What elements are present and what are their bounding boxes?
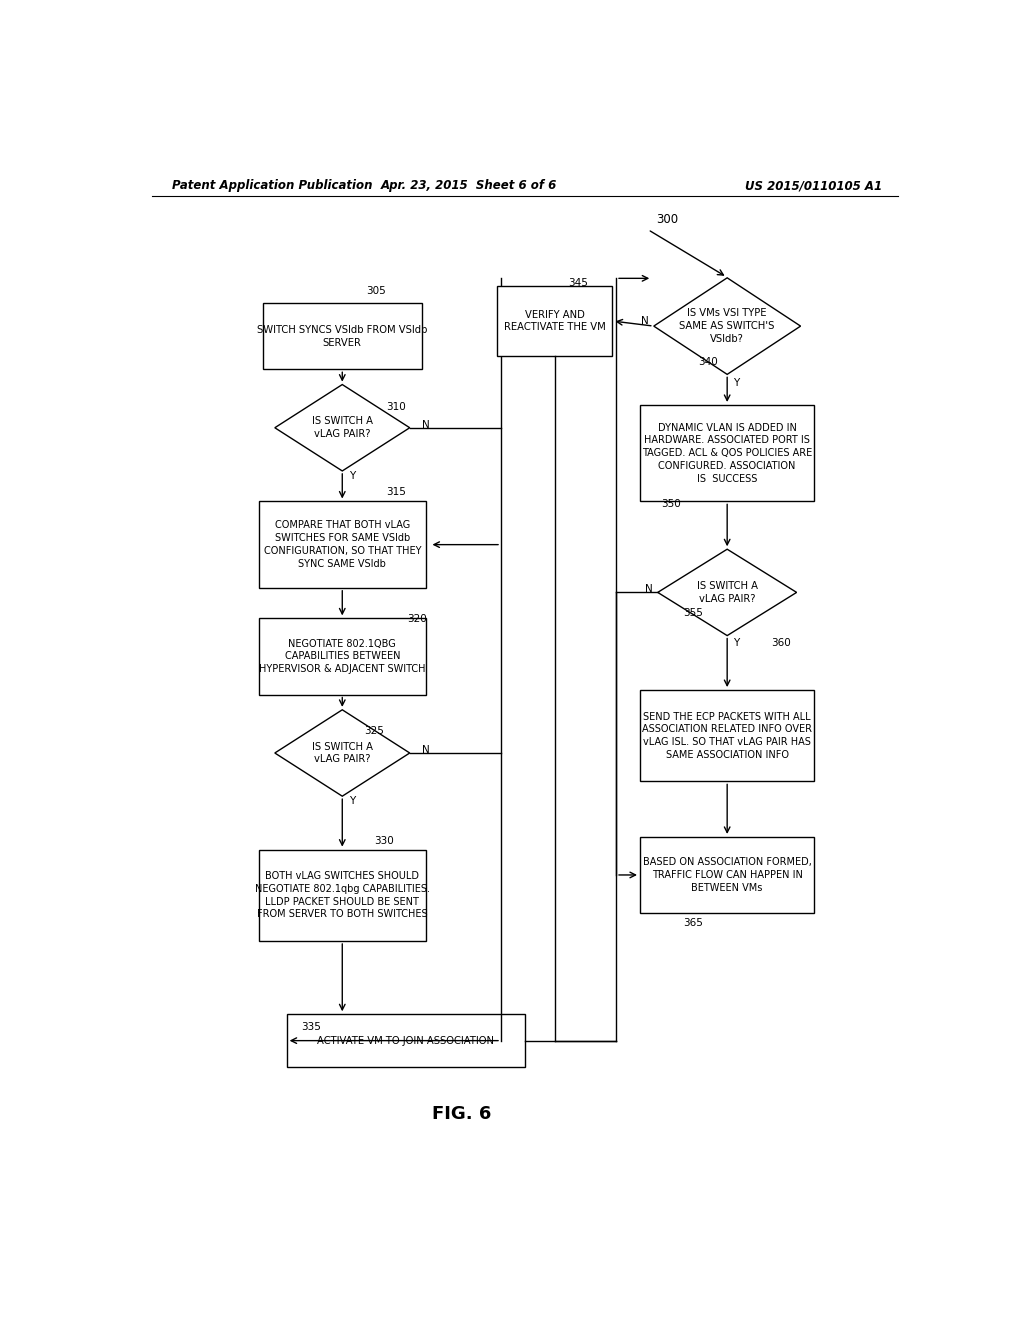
FancyBboxPatch shape: [498, 286, 612, 355]
Text: IS VMs VSI TYPE
SAME AS SWITCH'S
VSIdb?: IS VMs VSI TYPE SAME AS SWITCH'S VSIdb?: [680, 309, 775, 345]
Text: N: N: [641, 315, 649, 326]
Text: SWITCH SYNCS VSIdb FROM VSIdb
SERVER: SWITCH SYNCS VSIdb FROM VSIdb SERVER: [257, 325, 427, 347]
Text: Y: Y: [348, 796, 355, 805]
Text: IS SWITCH A
vLAG PAIR?: IS SWITCH A vLAG PAIR?: [696, 581, 758, 603]
Text: 365: 365: [684, 917, 703, 928]
Text: 345: 345: [568, 279, 589, 288]
Text: 340: 340: [697, 356, 718, 367]
Text: 300: 300: [655, 213, 678, 226]
Text: NEGOTIATE 802.1QBG
CAPABILITIES BETWEEN
HYPERVISOR & ADJACENT SWITCH: NEGOTIATE 802.1QBG CAPABILITIES BETWEEN …: [259, 639, 426, 675]
Text: 310: 310: [386, 403, 406, 412]
Text: 335: 335: [301, 1023, 321, 1032]
Text: 315: 315: [386, 487, 406, 496]
Text: Y: Y: [733, 639, 739, 648]
Text: N: N: [422, 420, 429, 430]
Text: Patent Application Publication: Patent Application Publication: [172, 180, 372, 193]
Text: IS SWITCH A
vLAG PAIR?: IS SWITCH A vLAG PAIR?: [311, 416, 373, 440]
Text: COMPARE THAT BOTH vLAG
SWITCHES FOR SAME VSIdb
CONFIGURATION, SO THAT THEY
SYNC : COMPARE THAT BOTH vLAG SWITCHES FOR SAME…: [263, 520, 421, 569]
FancyBboxPatch shape: [287, 1014, 524, 1067]
Polygon shape: [274, 384, 410, 471]
Text: IS SWITCH A
vLAG PAIR?: IS SWITCH A vLAG PAIR?: [311, 742, 373, 764]
Text: VERIFY AND
REACTIVATE THE VM: VERIFY AND REACTIVATE THE VM: [504, 310, 606, 333]
Text: 320: 320: [408, 614, 427, 624]
Text: 305: 305: [367, 285, 386, 296]
Text: N: N: [422, 744, 429, 755]
Text: ACTIVATE VM TO JOIN ASSOCIATION: ACTIVATE VM TO JOIN ASSOCIATION: [317, 1036, 495, 1045]
Text: Y: Y: [348, 470, 355, 480]
Text: 360: 360: [771, 639, 791, 648]
Text: BOTH vLAG SWITCHES SHOULD
NEGOTIATE 802.1qbg CAPABILITIES.
LLDP PACKET SHOULD BE: BOTH vLAG SWITCHES SHOULD NEGOTIATE 802.…: [255, 871, 430, 920]
Polygon shape: [657, 549, 797, 636]
FancyBboxPatch shape: [640, 690, 814, 781]
FancyBboxPatch shape: [640, 837, 814, 913]
Text: BASED ON ASSOCIATION FORMED,
TRAFFIC FLOW CAN HAPPEN IN
BETWEEN VMs: BASED ON ASSOCIATION FORMED, TRAFFIC FLO…: [643, 857, 812, 892]
FancyBboxPatch shape: [263, 304, 422, 370]
Text: DYNAMIC VLAN IS ADDED IN
HARDWARE. ASSOCIATED PORT IS
TAGGED. ACL & QOS POLICIES: DYNAMIC VLAN IS ADDED IN HARDWARE. ASSOC…: [642, 422, 812, 483]
Polygon shape: [653, 277, 801, 375]
Text: 325: 325: [365, 726, 384, 735]
Text: SEND THE ECP PACKETS WITH ALL
ASSOCIATION RELATED INFO OVER
vLAG ISL. SO THAT vL: SEND THE ECP PACKETS WITH ALL ASSOCIATIO…: [642, 711, 812, 760]
Polygon shape: [274, 710, 410, 796]
Text: 355: 355: [684, 607, 703, 618]
Text: Apr. 23, 2015  Sheet 6 of 6: Apr. 23, 2015 Sheet 6 of 6: [381, 180, 557, 193]
FancyBboxPatch shape: [640, 405, 814, 502]
FancyBboxPatch shape: [259, 618, 426, 694]
Text: 330: 330: [374, 837, 394, 846]
Text: 350: 350: [662, 499, 681, 510]
Text: N: N: [645, 585, 653, 594]
FancyBboxPatch shape: [259, 502, 426, 587]
Text: FIG. 6: FIG. 6: [432, 1105, 490, 1123]
FancyBboxPatch shape: [259, 850, 426, 941]
Text: Y: Y: [733, 378, 739, 388]
Text: US 2015/0110105 A1: US 2015/0110105 A1: [744, 180, 882, 193]
